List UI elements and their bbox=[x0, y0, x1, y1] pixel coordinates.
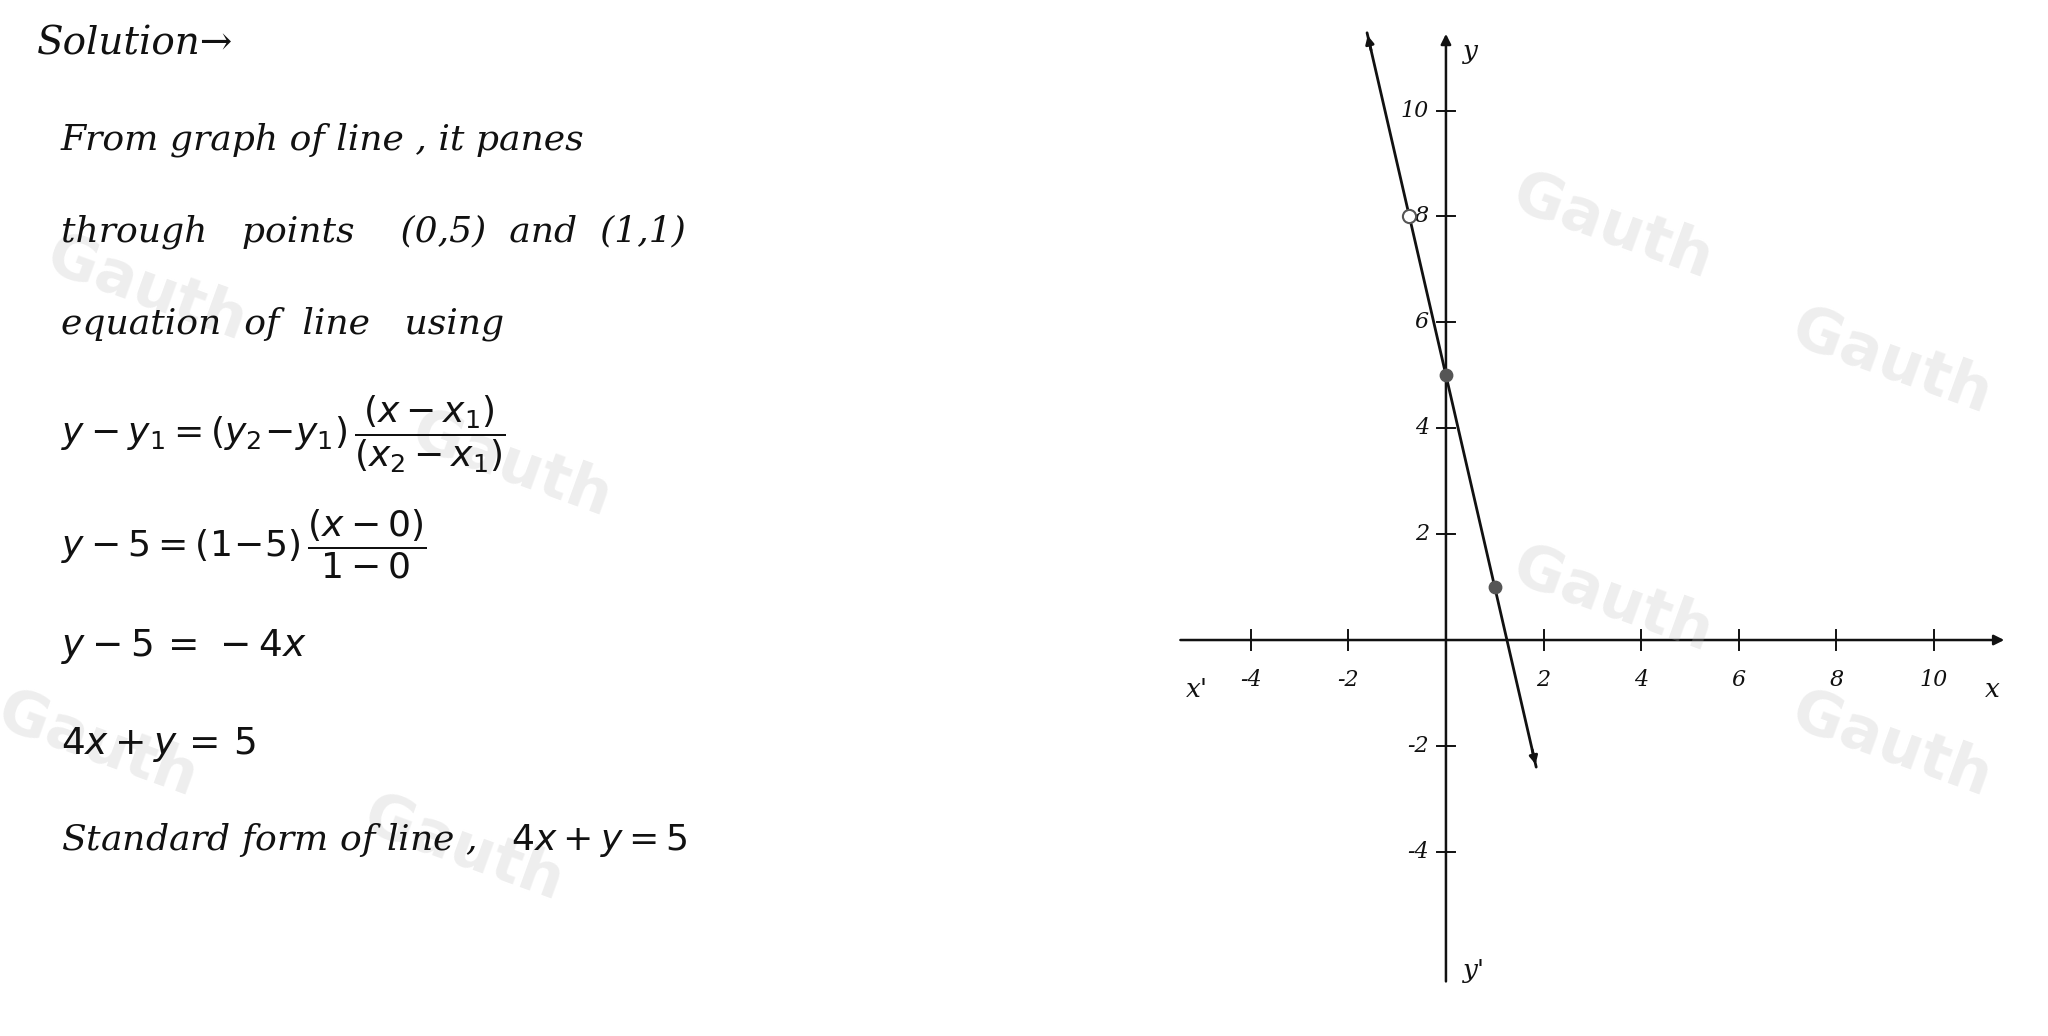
Text: Gauth: Gauth bbox=[356, 786, 571, 913]
Text: 6: 6 bbox=[1415, 311, 1430, 334]
Text: 4: 4 bbox=[1415, 418, 1430, 439]
Text: From graph of line , it panes: From graph of line , it panes bbox=[61, 122, 584, 156]
Text: Gauth: Gauth bbox=[1505, 165, 1720, 291]
Text: Gauth: Gauth bbox=[1505, 538, 1720, 664]
Text: $y - 5\, =\, -4x$: $y - 5\, =\, -4x$ bbox=[61, 627, 307, 666]
Text: y': y' bbox=[1462, 957, 1485, 983]
Text: 10: 10 bbox=[1919, 669, 1948, 691]
Text: Solution→: Solution→ bbox=[37, 26, 233, 63]
Text: 2: 2 bbox=[1415, 523, 1430, 545]
Text: 6: 6 bbox=[1733, 669, 1745, 691]
Text: 10: 10 bbox=[1401, 99, 1430, 121]
Text: Gauth: Gauth bbox=[1784, 683, 1999, 809]
Point bbox=[1393, 208, 1425, 225]
Text: Gauth: Gauth bbox=[39, 227, 254, 353]
Text: -2: -2 bbox=[1407, 735, 1430, 757]
Text: y: y bbox=[1462, 39, 1479, 64]
Text: x': x' bbox=[1186, 678, 1208, 702]
Text: $y - 5 = (1\!-\!5)\,\dfrac{(x - 0)}{1 - 0}$: $y - 5 = (1\!-\!5)\,\dfrac{(x - 0)}{1 - … bbox=[61, 508, 426, 581]
Text: Gauth: Gauth bbox=[403, 403, 618, 529]
Text: -4: -4 bbox=[1407, 841, 1430, 863]
Text: through   points    (0,5)  and  (1,1): through points (0,5) and (1,1) bbox=[61, 214, 686, 249]
Text: 8: 8 bbox=[1829, 669, 1843, 691]
Text: -4: -4 bbox=[1239, 669, 1262, 691]
Text: $y - y_1 = (y_2\!-\!y_1)\,\dfrac{(x - x_1)}{(x_2-x_1)}$: $y - y_1 = (y_2\!-\!y_1)\,\dfrac{(x - x_… bbox=[61, 394, 506, 474]
Text: Standard form of line ,   $4x + y = 5$: Standard form of line , $4x + y = 5$ bbox=[61, 821, 688, 859]
Text: Gauth: Gauth bbox=[0, 683, 205, 809]
Text: Gauth: Gauth bbox=[1784, 299, 1999, 426]
Point bbox=[1430, 367, 1462, 383]
Text: 4: 4 bbox=[1634, 669, 1649, 691]
Point bbox=[1479, 579, 1511, 596]
Text: -2: -2 bbox=[1337, 669, 1360, 691]
Text: 2: 2 bbox=[1536, 669, 1550, 691]
Text: equation  of  line   using: equation of line using bbox=[61, 307, 504, 341]
Text: x: x bbox=[1985, 678, 1999, 702]
Text: 8: 8 bbox=[1415, 205, 1430, 228]
Text: $4x + y\, =\, 5$: $4x + y\, =\, 5$ bbox=[61, 725, 256, 765]
